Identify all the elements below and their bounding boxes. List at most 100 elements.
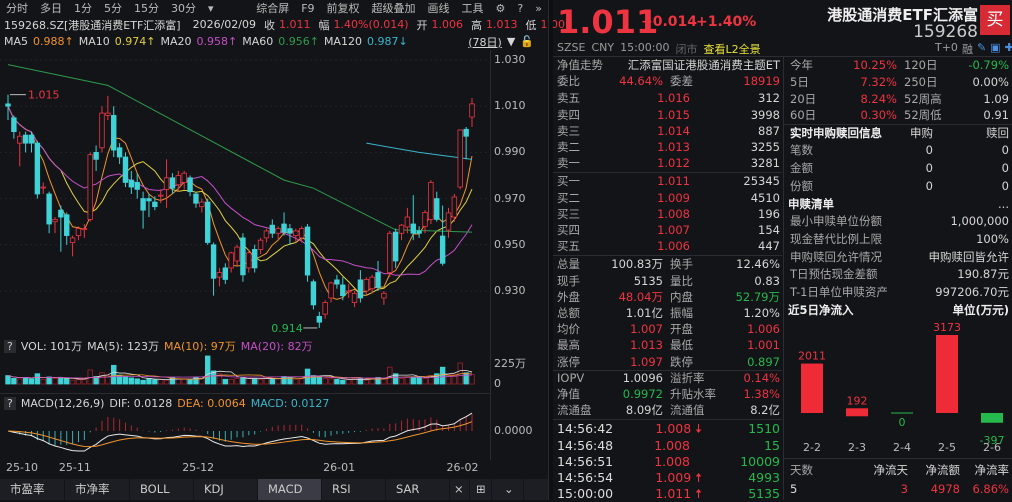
period-dropdown-icon[interactable]: ▾: [208, 1, 214, 15]
ma60-label: MA60: [242, 35, 274, 48]
tab-30min[interactable]: 30分: [171, 2, 196, 15]
candle: [257, 237, 264, 255]
tab-multiday[interactable]: 多日: [40, 2, 62, 15]
chevron-down-icon[interactable]: ⌄: [492, 479, 524, 500]
inflow-bar: [936, 335, 958, 413]
vol-tick-max: 225万: [494, 357, 526, 370]
expand-icon[interactable]: »: [535, 1, 542, 15]
candle: [381, 291, 387, 305]
stat-label: 现手: [557, 273, 580, 288]
tab-1min[interactable]: 1分: [74, 2, 92, 15]
l2-link[interactable]: 查看L2全景: [703, 43, 761, 56]
tools-button[interactable]: 工具: [461, 2, 484, 15]
candlestick-chart[interactable]: 1.015 0.914: [0, 50, 490, 338]
bid-price: 1.009: [657, 190, 690, 205]
adjust-button[interactable]: 前复权: [326, 2, 360, 15]
nav-trend-label: 净值走势: [557, 58, 603, 72]
perf-label: 今年: [790, 58, 813, 72]
sr-label: 份额: [790, 178, 813, 193]
summary-header: 天数 净流天 净流额 净流率: [0, 462, 1012, 478]
stat-row: 涨停 1.097 跌停 0.897: [0, 354, 1012, 370]
candle: [228, 251, 234, 273]
bid-volume: 4510: [750, 190, 780, 205]
ma120-value: 0.987↓: [366, 35, 408, 48]
bid-row: 买四 1.007 154: [0, 222, 1012, 238]
tab-pb[interactable]: 市净率: [65, 479, 130, 500]
summary-amount-label: 净流额: [925, 463, 961, 477]
price-tick: 1.010: [494, 99, 526, 113]
bid-label: 买三: [557, 206, 580, 221]
help-icon[interactable]: ?: [517, 1, 524, 15]
candle: [451, 193, 458, 222]
perf-row: 5日 7.32% 250日 0.00%: [0, 74, 1012, 90]
tick-volume: 15: [764, 437, 780, 453]
candle: [81, 224, 88, 238]
macd-params: MACD(12,26,9): [20, 396, 105, 410]
ask-row: 卖二 1.013 3255: [0, 139, 1012, 155]
tab-15min[interactable]: 15分: [134, 2, 159, 15]
list-row: 申购赎回允许情况 申购赎回皆允许: [0, 249, 1012, 265]
candle: [281, 212, 287, 236]
ask-row: 卖一 1.012 3281: [0, 155, 1012, 171]
f9-button[interactable]: F9: [301, 1, 315, 15]
candle: [210, 242, 217, 296]
tab-boll[interactable]: BOLL: [130, 479, 194, 500]
tab-rsi[interactable]: RSI: [322, 479, 386, 500]
window-icon[interactable]: ▣: [990, 41, 1001, 54]
buy-button[interactable]: 买: [980, 5, 1010, 35]
bid-price: 1.006: [657, 239, 690, 254]
fund-name: 港股通消费ETF汇添富: [827, 6, 978, 24]
plus-icon[interactable]: ✚: [1004, 41, 1012, 54]
stat-row: 均价 1.007 开盘 1.006: [0, 321, 1012, 337]
open-value: 1.006: [431, 18, 464, 31]
date-tick: 25-12: [182, 461, 215, 474]
tab-5min[interactable]: 5分: [104, 2, 122, 15]
candle: [111, 106, 117, 158]
sr-redeem: 0: [1001, 161, 1009, 176]
edit-icon[interactable]: ✎: [976, 41, 987, 54]
perf-value: -0.79%: [968, 58, 1009, 72]
volume-bar: [52, 377, 58, 385]
panel-splitter[interactable]: [548, 0, 553, 500]
ask-label: 卖四: [557, 107, 580, 122]
flow-header: 近5日净流入 单位(万元): [0, 302, 1012, 318]
bid-price: 1.007: [657, 223, 690, 237]
help-icon[interactable]: ?: [4, 396, 16, 410]
tab-kdj[interactable]: KDJ: [194, 479, 258, 500]
candle: [46, 191, 52, 234]
ask-label: 卖二: [557, 140, 580, 154]
candle: [58, 205, 64, 252]
tab-sar[interactable]: SAR: [386, 479, 450, 500]
period-range-selector[interactable]: (78日): [468, 35, 502, 49]
help-icon[interactable]: ?: [4, 339, 16, 353]
triangle-down-icon[interactable]: ▼: [506, 35, 516, 48]
list-value: 1,000,000: [950, 214, 1009, 229]
stock-info-bar: 159268.SZ[港股通消费ETF汇添富] 2026/02/09 收 1.011…: [4, 16, 572, 33]
volume-bar: [99, 372, 105, 385]
stock-code-name: 159268.SZ[港股通消费ETF汇添富]: [4, 18, 181, 32]
overlay-button[interactable]: 超级叠加: [371, 2, 416, 15]
summary-rate-label: 净流率: [974, 463, 1010, 477]
add-icon[interactable]: ⊞: [470, 479, 492, 500]
close-icon[interactable]: ×: [450, 479, 470, 500]
composite-screen-button[interactable]: 综合屏: [256, 2, 290, 15]
volume-bar: [434, 373, 440, 385]
volume-bar: [210, 370, 217, 385]
perf-value: 8.24%: [860, 91, 897, 106]
tab-macd[interactable]: MACD: [258, 479, 322, 500]
ask-price: 1.016: [657, 91, 690, 106]
bid-volume: 25345: [743, 174, 780, 189]
perf-label: 20日: [790, 91, 817, 106]
tab-pe[interactable]: 市盈率: [0, 479, 65, 500]
lock-icon[interactable]: 🔓: [520, 35, 534, 48]
gear-icon[interactable]: ⚙: [495, 1, 506, 15]
tick-price: 1.009 🠅: [655, 470, 702, 485]
tab-fenshi[interactable]: 分时: [6, 2, 28, 15]
volume-bar: [439, 366, 446, 385]
draw-button[interactable]: 画线: [427, 2, 450, 15]
bid-row: 买一 1.011 25345: [0, 173, 1012, 189]
vol-ma20-line: [7, 374, 473, 379]
max-price-label: 1.015: [28, 89, 60, 102]
price-tick: 0.970: [494, 191, 526, 205]
macd-tick-zero: 0.0000: [494, 424, 533, 437]
